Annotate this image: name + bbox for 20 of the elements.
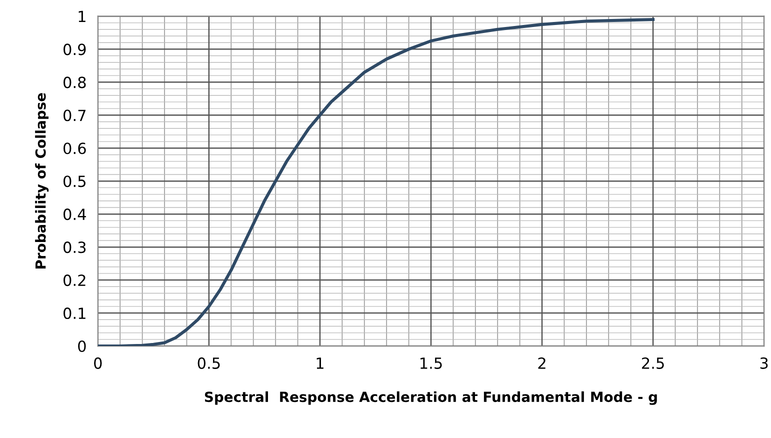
y-tick-label: 0.4: [64, 208, 86, 220]
x-axis-title: Spectral Response Acceleration at Fundamental Mode - g: [204, 391, 657, 405]
y-tick-label: 0.9: [64, 44, 86, 56]
y-tick-label: 0.2: [64, 274, 86, 286]
x-tick-label: 1.5: [420, 358, 442, 369]
x-tick-label: 2.5: [642, 357, 664, 369]
x-tick-label: 0.5: [198, 357, 220, 369]
y-tick-label: 0.8: [64, 76, 86, 88]
x-tick-label: 0: [94, 357, 102, 369]
y-axis-title: Probability of Collapse: [35, 93, 49, 268]
x-tick-label: 3: [760, 357, 768, 369]
y-tick-label: 0.1: [64, 308, 86, 320]
y-tick-label: 0.6: [64, 142, 86, 154]
x-tick-label: 2: [538, 357, 546, 369]
y-tick-label: 0.7: [64, 110, 86, 122]
y-tick-label: 1: [78, 10, 86, 22]
y-tick-label: 0.5: [64, 176, 86, 188]
y-tick-label: 0: [78, 340, 86, 352]
y-tick-label: 0.3: [64, 242, 86, 254]
x-tick-label: 1: [316, 358, 324, 369]
